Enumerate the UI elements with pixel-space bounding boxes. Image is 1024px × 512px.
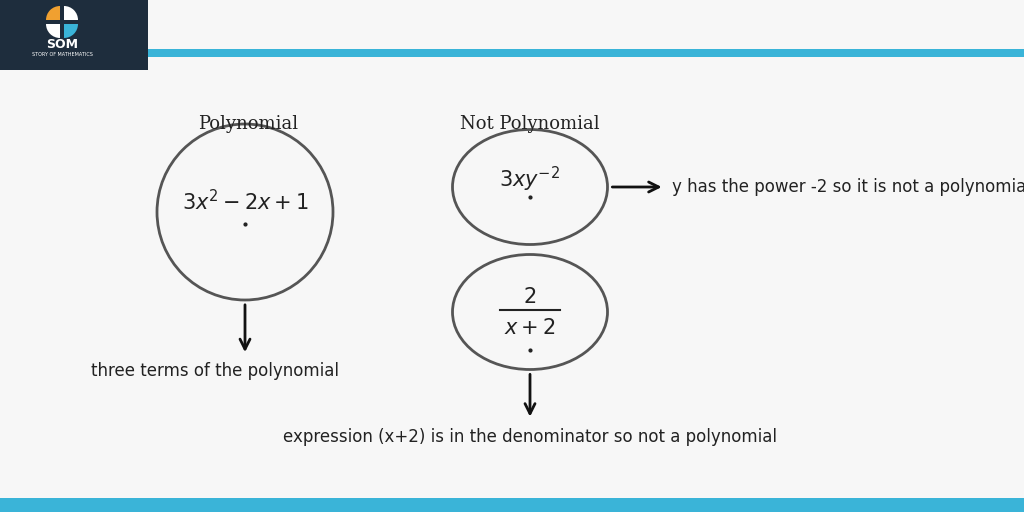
Wedge shape bbox=[63, 6, 78, 20]
Text: $2$: $2$ bbox=[523, 287, 537, 307]
Text: three terms of the polynomial: three terms of the polynomial bbox=[91, 362, 339, 380]
Wedge shape bbox=[46, 6, 60, 20]
Text: expression (x+2) is in the denominator so not a polynomial: expression (x+2) is in the denominator s… bbox=[283, 428, 777, 445]
Bar bbox=[148, 49, 1024, 57]
Wedge shape bbox=[63, 24, 78, 38]
Bar bbox=[0, 498, 1024, 512]
Text: $3xy^{-2}$: $3xy^{-2}$ bbox=[500, 164, 560, 194]
Text: Not Polynomial: Not Polynomial bbox=[460, 115, 600, 133]
Text: SOM: SOM bbox=[46, 37, 78, 51]
Bar bbox=[0, 0, 148, 70]
Text: STORY OF MATHEMATICS: STORY OF MATHEMATICS bbox=[32, 52, 92, 56]
Text: $x + 2$: $x + 2$ bbox=[504, 318, 556, 338]
Text: y has the power -2 so it is not a polynomial: y has the power -2 so it is not a polyno… bbox=[673, 178, 1024, 196]
Wedge shape bbox=[46, 24, 60, 38]
Text: $3x^2 - 2x + 1$: $3x^2 - 2x + 1$ bbox=[181, 189, 308, 215]
Text: Polynomial: Polynomial bbox=[198, 115, 298, 133]
